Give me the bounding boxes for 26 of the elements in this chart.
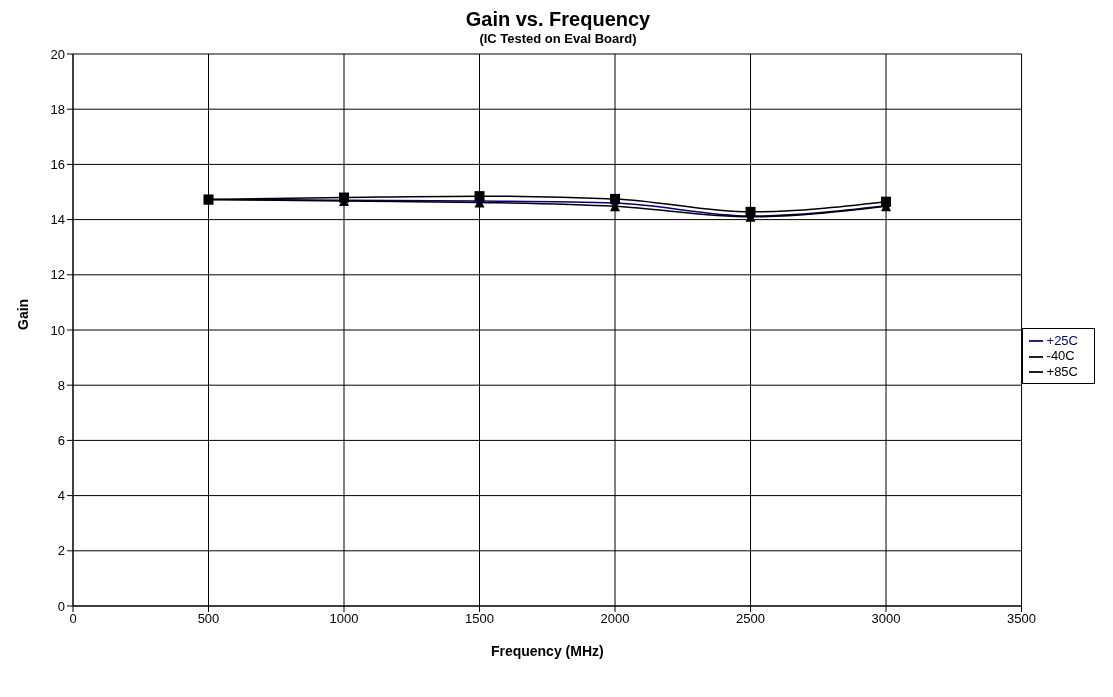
y-tick-label: 20 [50, 46, 65, 62]
y-axis-title: Gain [14, 298, 31, 330]
x-tick-label: 3000 [871, 611, 901, 627]
y-tick-label: 0 [57, 598, 65, 614]
y-tick-label: 16 [50, 157, 65, 173]
y-tick-label: 18 [50, 101, 65, 117]
y-tick-label: 6 [57, 433, 65, 449]
legend-label: -40C [1046, 348, 1075, 364]
y-tick-label: 4 [57, 488, 65, 504]
y-tick-label: 14 [50, 212, 65, 228]
y-tick-label: 10 [50, 322, 65, 338]
x-tick-label: 1000 [329, 611, 359, 627]
x-tick-label: 0 [69, 611, 77, 627]
x-tick-label: 3500 [1007, 611, 1037, 627]
x-axis-title: Frequency (MHz) [490, 643, 604, 659]
legend-label: +25C [1046, 332, 1078, 348]
x-tick-label: 2500 [736, 611, 765, 627]
legend-label: +85C [1046, 363, 1078, 379]
y-tick-label: 8 [57, 377, 65, 393]
x-tick-label: 500 [197, 611, 220, 627]
x-tick-label: 1500 [465, 611, 494, 627]
y-tick-label: 12 [50, 267, 65, 283]
y-tick-label: 2 [57, 543, 65, 559]
x-tick-label: 2000 [600, 611, 630, 627]
chart-subtitle: (IC Tested on Eval Board) [478, 31, 638, 46]
chart-title: Gain vs. Frequency [464, 8, 652, 31]
